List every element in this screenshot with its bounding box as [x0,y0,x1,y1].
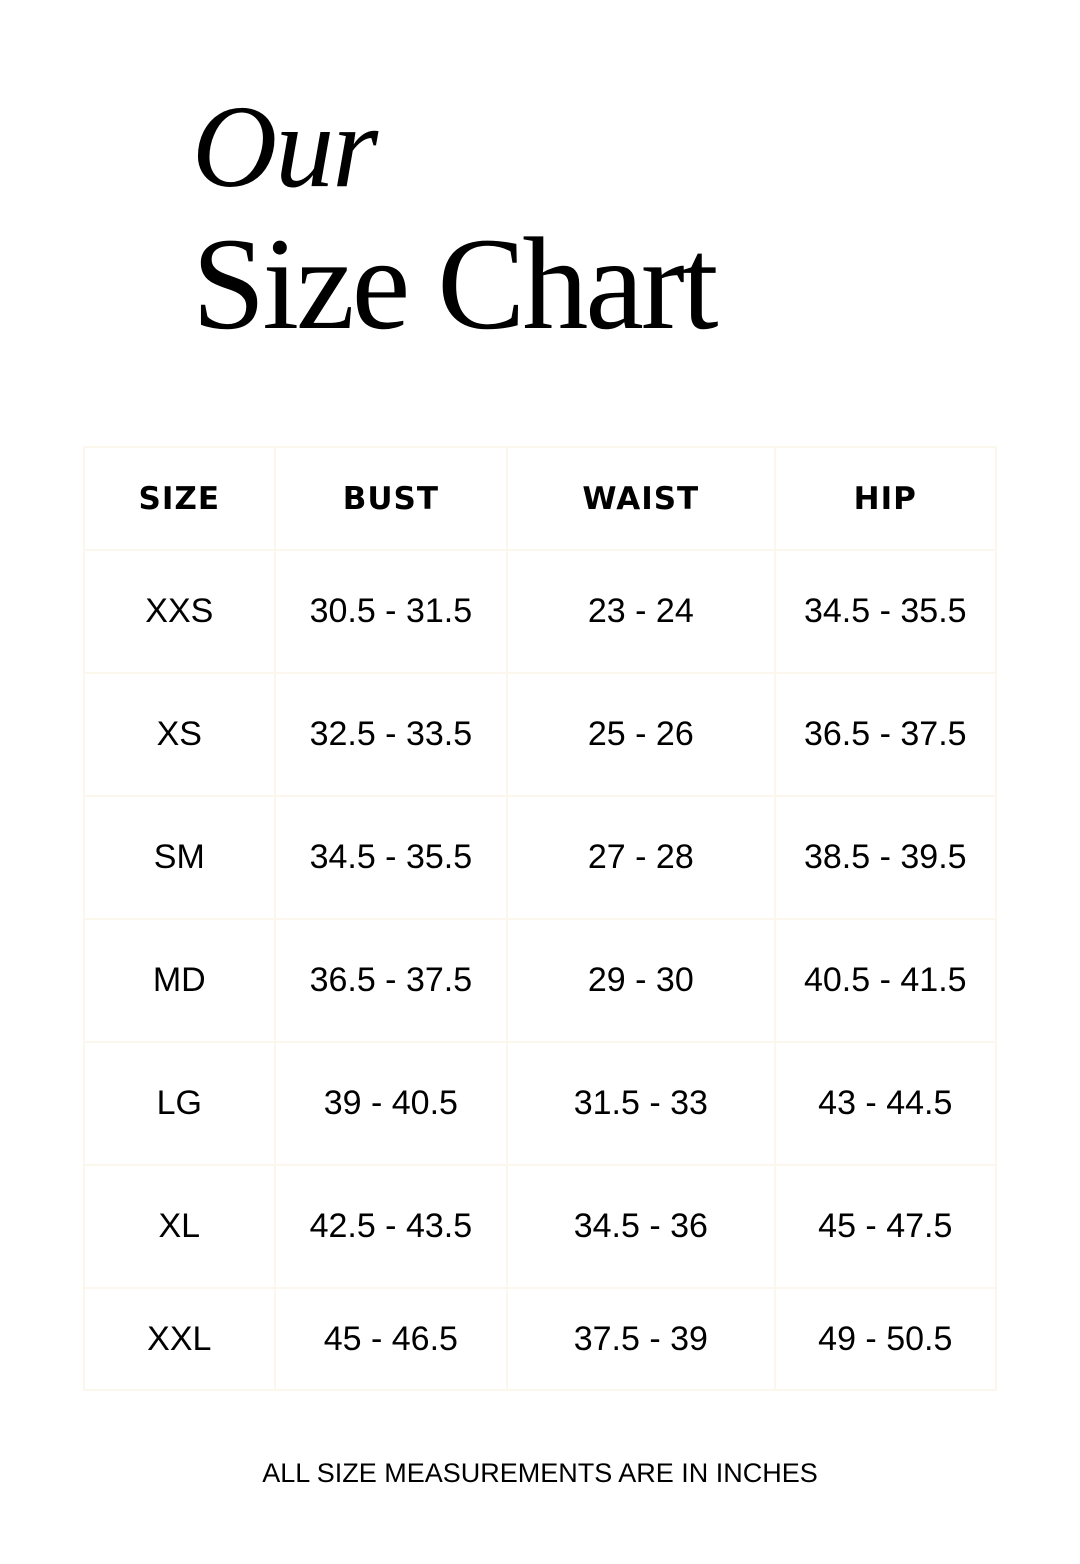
header-row: SIZE BUST WAIST HIP [83,446,998,551]
table-row: LG 39 - 40.5 31.5 - 33 43 - 44.5 [83,1041,998,1166]
cell-bust: 34.5 - 35.5 [273,795,509,920]
header-hip: HIP [773,446,998,551]
cell-bust: 42.5 - 43.5 [273,1164,509,1289]
table-row: XL 42.5 - 43.5 34.5 - 36 45 - 47.5 [83,1164,998,1289]
cell-waist: 37.5 - 39 [506,1287,776,1391]
cell-hip: 40.5 - 41.5 [773,918,998,1043]
cell-size: XL [83,1164,276,1289]
cell-size: MD [83,918,276,1043]
table-row: MD 36.5 - 37.5 29 - 30 40.5 - 41.5 [83,918,998,1043]
header-size: SIZE [83,446,276,551]
cell-size: XS [83,672,276,797]
cell-bust: 45 - 46.5 [273,1287,509,1391]
cell-waist: 31.5 - 33 [506,1041,776,1166]
title-line-1: Our [192,81,378,212]
size-chart-table: SIZE BUST WAIST HIP XXS 30.5 - 31.5 23 - 2… [83,446,998,1391]
cell-hip: 38.5 - 39.5 [773,795,998,920]
title-line-2: Size Chart [192,210,719,357]
cell-waist: 23 - 24 [506,549,776,674]
cell-size: LG [83,1041,276,1166]
cell-bust: 36.5 - 37.5 [273,918,509,1043]
cell-waist: 25 - 26 [506,672,776,797]
cell-hip: 43 - 44.5 [773,1041,998,1166]
table-row: SM 34.5 - 35.5 27 - 28 38.5 - 39.5 [83,795,998,920]
cell-hip: 45 - 47.5 [773,1164,998,1289]
header-bust: BUST [273,446,509,551]
cell-hip: 34.5 - 35.5 [773,549,998,674]
header-waist: WAIST [506,446,776,551]
measurement-note: ALL SIZE MEASUREMENTS ARE IN INCHES [262,1458,818,1488]
cell-bust: 30.5 - 31.5 [273,549,509,674]
cell-bust: 39 - 40.5 [273,1041,509,1166]
cell-size: XXL [83,1287,276,1391]
cell-hip: 49 - 50.5 [773,1287,998,1391]
cell-waist: 34.5 - 36 [506,1164,776,1289]
table-row: XXS 30.5 - 31.5 23 - 24 34.5 - 35.5 [83,549,998,674]
cell-hip: 36.5 - 37.5 [773,672,998,797]
cell-waist: 29 - 30 [506,918,776,1043]
table-row: XS 32.5 - 33.5 25 - 26 36.5 - 37.5 [83,672,998,797]
cell-waist: 27 - 28 [506,795,776,920]
cell-size: XXS [83,549,276,674]
cell-bust: 32.5 - 33.5 [273,672,509,797]
table-row: XXL 45 - 46.5 37.5 - 39 49 - 50.5 [83,1287,998,1391]
cell-size: SM [83,795,276,920]
